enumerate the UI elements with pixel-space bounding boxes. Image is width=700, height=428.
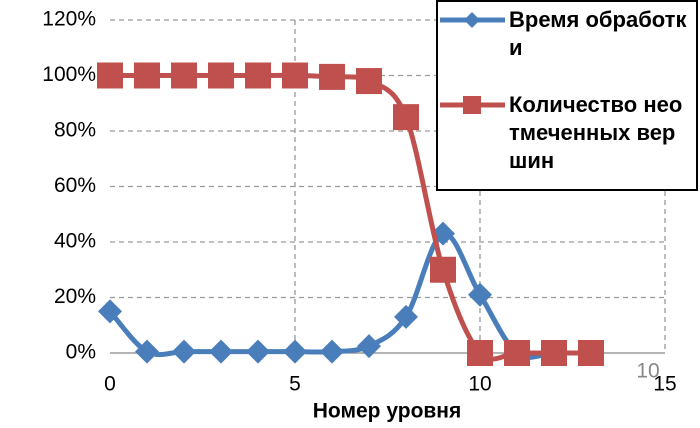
legend-label: Количество неотмеченных вершин bbox=[509, 92, 683, 173]
marker bbox=[171, 62, 197, 89]
marker bbox=[98, 299, 122, 324]
marker bbox=[319, 63, 345, 90]
y-tick-label: 120% bbox=[42, 8, 96, 31]
marker bbox=[430, 256, 456, 283]
marker bbox=[357, 334, 381, 359]
legend-box bbox=[436, 0, 698, 191]
marker bbox=[134, 62, 160, 89]
legend-label: Время обработки bbox=[509, 7, 687, 60]
annotation: 10 bbox=[636, 360, 659, 383]
marker bbox=[97, 62, 123, 89]
marker bbox=[356, 68, 382, 95]
y-tick-label: 0% bbox=[66, 341, 96, 364]
x-tick-label: 5 bbox=[289, 373, 301, 396]
marker bbox=[504, 340, 530, 366]
y-tick-label: 60% bbox=[54, 174, 96, 197]
marker bbox=[282, 62, 308, 89]
x-tick-label: 15 bbox=[653, 373, 676, 396]
x-tick-label: 0 bbox=[104, 373, 116, 396]
marker bbox=[283, 339, 307, 364]
x-axis-label: Номер уровня bbox=[313, 400, 462, 423]
marker bbox=[578, 340, 604, 366]
series-line bbox=[108, 231, 591, 360]
marker bbox=[394, 304, 418, 329]
marker bbox=[245, 62, 271, 89]
y-tick-label: 20% bbox=[54, 285, 96, 308]
marker bbox=[320, 339, 344, 364]
marker bbox=[135, 339, 159, 364]
marker bbox=[393, 104, 419, 131]
marker bbox=[467, 340, 493, 366]
y-tick-label: 100% bbox=[42, 63, 96, 86]
y-tick-label: 40% bbox=[54, 230, 96, 253]
y-tick-label: 80% bbox=[54, 119, 96, 142]
marker bbox=[541, 340, 567, 366]
legend-marker bbox=[464, 12, 480, 28]
marker bbox=[246, 339, 270, 364]
marker bbox=[208, 62, 234, 89]
marker bbox=[209, 339, 233, 364]
legend-marker bbox=[463, 96, 481, 114]
marker bbox=[468, 282, 492, 307]
marker bbox=[172, 339, 196, 364]
x-tick-label: 10 bbox=[468, 373, 491, 396]
